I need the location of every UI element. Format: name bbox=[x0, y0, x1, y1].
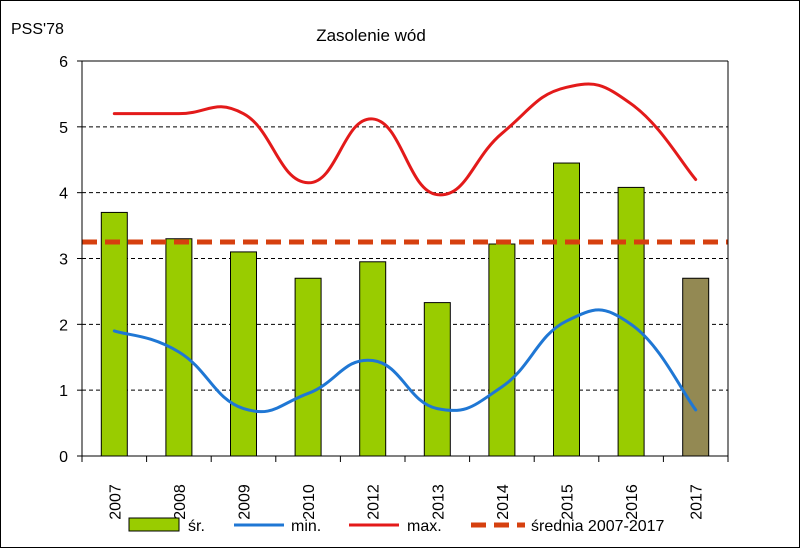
y-tick-label: 1 bbox=[59, 383, 68, 400]
y-tick-label: 0 bbox=[59, 449, 68, 466]
x-tick-label: 2010 bbox=[301, 484, 318, 520]
x-tick-label: 2008 bbox=[172, 484, 189, 520]
bar bbox=[230, 251, 257, 457]
y-tick-label: 5 bbox=[59, 120, 68, 137]
x-tick-label: 2007 bbox=[107, 484, 124, 520]
x-tick-label: 2015 bbox=[560, 484, 577, 520]
bar bbox=[294, 277, 322, 457]
legend-label-avg: średnia 2007-2017 bbox=[531, 518, 665, 535]
x-tick-label: 2009 bbox=[237, 484, 254, 520]
y-tick-label: 3 bbox=[59, 252, 68, 269]
line-series bbox=[82, 82, 728, 414]
bar bbox=[423, 302, 451, 457]
bar bbox=[359, 261, 387, 457]
bar-series bbox=[100, 162, 710, 457]
y-tick-label: 2 bbox=[59, 317, 68, 334]
chart-title: Zasolenie wód bbox=[316, 26, 426, 45]
y-tick-label: 4 bbox=[59, 186, 68, 203]
y-tick-label: 6 bbox=[59, 54, 68, 71]
bar bbox=[553, 162, 580, 457]
bar bbox=[682, 277, 710, 457]
bar bbox=[488, 243, 516, 457]
legend-label-max: max. bbox=[407, 518, 442, 535]
x-tick-label: 2016 bbox=[624, 484, 641, 520]
x-tick-label: 2012 bbox=[366, 484, 383, 520]
legend-label-min: min. bbox=[291, 518, 321, 535]
legend: śr. min. max. średnia 2007-2017 bbox=[128, 517, 665, 535]
x-tick-label: 2017 bbox=[689, 484, 706, 520]
axes: 0 1 2 3 4 5 6 2007 2008 2009 2010 2012 2013 2014 2015 2… bbox=[59, 54, 729, 520]
min-line bbox=[112, 308, 698, 414]
max-line bbox=[112, 82, 698, 197]
legend-swatch-sr bbox=[128, 517, 180, 532]
x-tick-label: 2014 bbox=[495, 484, 512, 520]
legend-label-sr: śr. bbox=[188, 518, 205, 535]
y-axis-label: PSS'78 bbox=[11, 21, 64, 38]
bar bbox=[617, 186, 645, 457]
x-tick-label: 2013 bbox=[430, 484, 447, 520]
